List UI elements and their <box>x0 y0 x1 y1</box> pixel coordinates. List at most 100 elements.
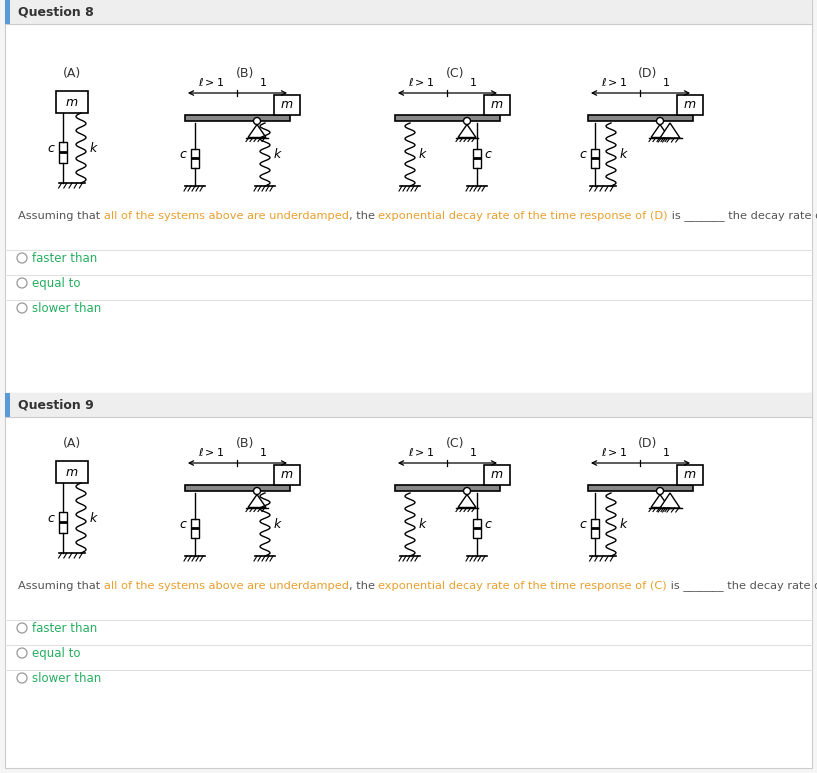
Bar <box>591 149 599 169</box>
Bar <box>274 465 300 485</box>
Circle shape <box>253 117 261 124</box>
Bar <box>588 115 693 121</box>
Text: is _______ the decay rate of (B): is _______ the decay rate of (B) <box>668 210 817 221</box>
Text: $m$: $m$ <box>490 98 503 111</box>
Polygon shape <box>651 495 669 508</box>
Text: is _______ the decay rate of (A): is _______ the decay rate of (A) <box>667 581 817 591</box>
Text: $m$: $m$ <box>65 96 78 108</box>
Bar <box>588 485 693 491</box>
Text: (A): (A) <box>63 437 81 450</box>
Text: $m$: $m$ <box>65 465 78 478</box>
Text: $k$: $k$ <box>418 517 427 532</box>
Bar <box>56 91 88 113</box>
Text: 1: 1 <box>471 448 477 458</box>
Circle shape <box>17 278 27 288</box>
Polygon shape <box>458 495 476 508</box>
Polygon shape <box>660 123 680 138</box>
Polygon shape <box>458 124 476 138</box>
Text: $c$: $c$ <box>179 148 188 161</box>
Text: $\ell > 1$: $\ell > 1$ <box>601 76 627 88</box>
Text: (C): (C) <box>446 437 464 450</box>
Text: $c$: $c$ <box>47 141 56 155</box>
Text: $c$: $c$ <box>179 518 188 531</box>
Bar <box>473 149 481 169</box>
Bar <box>59 142 67 163</box>
Bar <box>395 485 500 491</box>
Bar <box>185 115 290 121</box>
Text: equal to: equal to <box>32 646 81 659</box>
Text: $k$: $k$ <box>89 141 99 155</box>
Text: $m$: $m$ <box>280 98 293 111</box>
Circle shape <box>17 673 27 683</box>
Text: $k$: $k$ <box>273 148 283 162</box>
Bar <box>191 519 199 538</box>
Text: Assuming that: Assuming that <box>18 581 104 591</box>
Text: slower than: slower than <box>32 672 101 685</box>
Bar <box>677 95 703 115</box>
Text: $c$: $c$ <box>484 518 493 531</box>
Circle shape <box>657 117 663 124</box>
Text: $k$: $k$ <box>619 148 628 162</box>
Text: 1: 1 <box>663 78 670 88</box>
Text: $\ell > 1$: $\ell > 1$ <box>408 446 435 458</box>
Text: $m$: $m$ <box>683 468 697 482</box>
Circle shape <box>253 488 261 495</box>
Polygon shape <box>651 124 669 138</box>
Text: , the: , the <box>349 211 378 221</box>
Circle shape <box>17 648 27 658</box>
Text: all of the systems above are underdamped: all of the systems above are underdamped <box>104 211 349 221</box>
Circle shape <box>463 117 471 124</box>
Text: 1: 1 <box>663 448 670 458</box>
Bar <box>5 0 812 393</box>
Bar <box>395 115 500 121</box>
Text: $\ell > 1$: $\ell > 1$ <box>198 76 225 88</box>
Text: 1: 1 <box>261 78 267 88</box>
Polygon shape <box>248 124 266 138</box>
Text: $k$: $k$ <box>273 517 283 532</box>
Text: $m$: $m$ <box>280 468 293 482</box>
Bar <box>484 465 510 485</box>
Text: (D): (D) <box>638 437 658 450</box>
Text: 1: 1 <box>261 448 267 458</box>
Text: (B): (B) <box>236 437 254 450</box>
Text: $\ell > 1$: $\ell > 1$ <box>198 446 225 458</box>
Text: $k$: $k$ <box>418 148 427 162</box>
Bar <box>591 519 599 538</box>
Bar <box>473 519 481 538</box>
Text: (C): (C) <box>446 67 464 80</box>
Bar <box>59 512 67 533</box>
Text: Question 8: Question 8 <box>18 5 94 19</box>
Bar <box>185 485 290 491</box>
Text: (D): (D) <box>638 67 658 80</box>
Bar <box>56 461 88 483</box>
Circle shape <box>463 488 471 495</box>
Text: $c$: $c$ <box>47 512 56 525</box>
Bar <box>5 0 10 24</box>
Polygon shape <box>248 495 266 508</box>
Bar <box>677 465 703 485</box>
Text: slower than: slower than <box>32 301 101 315</box>
Bar <box>5 393 812 417</box>
Text: exponential decay rate of the time response of (D): exponential decay rate of the time respo… <box>378 211 668 221</box>
Text: (B): (B) <box>236 67 254 80</box>
Text: , the: , the <box>349 581 378 591</box>
Text: (A): (A) <box>63 67 81 80</box>
Circle shape <box>17 623 27 633</box>
Circle shape <box>17 253 27 263</box>
Text: equal to: equal to <box>32 277 81 290</box>
Text: $m$: $m$ <box>683 98 697 111</box>
Bar <box>191 149 199 169</box>
Bar <box>5 0 812 24</box>
Text: exponential decay rate of the time response of (C): exponential decay rate of the time respo… <box>378 581 667 591</box>
Bar <box>5 393 10 417</box>
Text: 1: 1 <box>471 78 477 88</box>
Text: all of the systems above are underdamped: all of the systems above are underdamped <box>104 581 349 591</box>
Circle shape <box>657 488 663 495</box>
Bar <box>5 393 812 768</box>
Circle shape <box>17 303 27 313</box>
Bar <box>274 95 300 115</box>
Text: Question 9: Question 9 <box>18 399 94 411</box>
Text: faster than: faster than <box>32 251 97 264</box>
Text: $m$: $m$ <box>490 468 503 482</box>
Text: $c$: $c$ <box>579 148 588 161</box>
